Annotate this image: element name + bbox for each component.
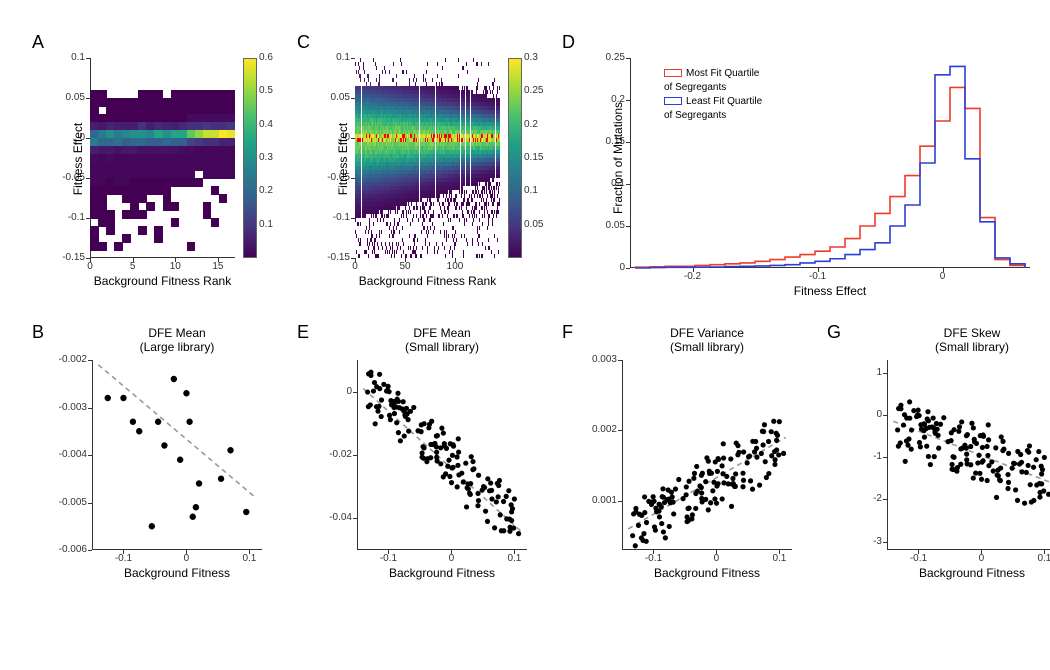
colorbar-tick: 0.05 xyxy=(524,219,543,230)
xtick: 0 xyxy=(966,553,996,564)
panel-label-panelB: B xyxy=(32,322,44,343)
colorbar-tick: 0.1 xyxy=(259,219,273,230)
xtick: 0 xyxy=(701,553,731,564)
xtick: -0.1 xyxy=(903,553,933,564)
xtick: -0.2 xyxy=(678,271,708,282)
xtick: 15 xyxy=(203,261,233,272)
scatter-svg xyxy=(887,360,1050,550)
xtick: 0 xyxy=(436,553,466,564)
xtick: 10 xyxy=(160,261,190,272)
ytick: 0.05 xyxy=(310,92,350,103)
panel-label-panelC: C xyxy=(297,32,310,53)
scatter-svg xyxy=(622,360,792,550)
panel-label-panelG: G xyxy=(827,322,841,343)
ytick: -1 xyxy=(842,451,882,462)
scatter-svg xyxy=(92,360,262,550)
panel-label-panelF: F xyxy=(562,322,573,343)
colorbar-tick: 0.3 xyxy=(524,52,538,63)
xtick: 0.1 xyxy=(764,553,794,564)
heatmap-cells xyxy=(355,58,500,258)
scatter-svg xyxy=(357,360,527,550)
x-axis-label: Background Fitness xyxy=(887,566,1050,580)
panel-G: G DFE Skew(Small library) -0.1 0 0.1 -3 -2 -1 0 1… xyxy=(825,320,1050,600)
x-axis-label: Background Fitness xyxy=(357,566,527,580)
ytick: -0.1 xyxy=(45,212,85,223)
legend: Most Fit Quartileof SegregantsLeast Fit … xyxy=(660,64,766,126)
ytick: 0 xyxy=(585,262,625,273)
xtick: 0.1 xyxy=(234,553,264,564)
xtick: 100 xyxy=(440,261,470,272)
panel-title: DFE Skew(Small library) xyxy=(887,326,1050,354)
x-axis-label: Fitness Effect xyxy=(630,284,1030,298)
panel-F: F DFE Variance(Small library) -0.1 0 0.1 0.00… xyxy=(560,320,820,600)
colorbar-tick: 0.25 xyxy=(524,85,543,96)
ytick: -0.002 xyxy=(47,354,87,365)
ytick: -0.15 xyxy=(45,252,85,263)
ytick: -2 xyxy=(842,493,882,504)
ytick: -3 xyxy=(842,536,882,547)
xtick: -0.1 xyxy=(638,553,668,564)
colorbar-tick: 0.3 xyxy=(259,152,273,163)
x-axis-label: Background Fitness Rank xyxy=(355,274,500,288)
panel-title: DFE Mean(Small library) xyxy=(357,326,527,354)
ytick: 1 xyxy=(842,367,882,378)
ytick: -0.04 xyxy=(312,512,352,523)
xtick: 5 xyxy=(118,261,148,272)
y-axis-label: Fraction of Mutations xyxy=(611,114,625,214)
colorbar xyxy=(243,58,257,258)
colorbar xyxy=(508,58,522,258)
xtick: 0.1 xyxy=(499,553,529,564)
xtick: 0 xyxy=(171,553,201,564)
ytick: 0.003 xyxy=(577,354,617,365)
colorbar-tick: 0.4 xyxy=(259,119,273,130)
panel-label-panelD: D xyxy=(562,32,575,53)
panel-A: A051015-0.15-0.1-0.0500.050.1Background … xyxy=(30,30,290,310)
x-axis-label: Background Fitness xyxy=(622,566,792,580)
x-axis-label: Background Fitness Rank xyxy=(90,274,235,288)
xtick: 0.1 xyxy=(1029,553,1050,564)
ytick: 0 xyxy=(312,386,352,397)
ytick: -0.006 xyxy=(47,544,87,555)
ytick: 0 xyxy=(842,409,882,420)
ytick: -0.005 xyxy=(47,497,87,508)
y-axis-label: Fitness Effect xyxy=(71,109,85,209)
ytick: 0.1 xyxy=(45,52,85,63)
panel-C: C050100-0.15-0.1-0.0500.050.1Background … xyxy=(295,30,555,310)
xtick: 50 xyxy=(390,261,420,272)
xtick: -0.1 xyxy=(373,553,403,564)
ytick: 0.001 xyxy=(577,495,617,506)
ytick: -0.004 xyxy=(47,449,87,460)
colorbar-tick: 0.5 xyxy=(259,85,273,96)
x-axis-label: Background Fitness xyxy=(92,566,262,580)
panel-label-panelA: A xyxy=(32,32,44,53)
figure-grid: A051015-0.15-0.1-0.0500.050.1Background … xyxy=(30,30,1020,600)
ytick: -0.02 xyxy=(312,449,352,460)
xtick: -0.1 xyxy=(803,271,833,282)
panel-E: E DFE Mean(Small library) -0.1 0 0.1 -0.04 -0.… xyxy=(295,320,555,600)
xtick: -0.1 xyxy=(108,553,138,564)
colorbar-tick: 0.2 xyxy=(259,185,273,196)
y-axis-label: Fitness Effect xyxy=(336,109,350,209)
panel-title: DFE Mean(Large library) xyxy=(92,326,262,354)
ytick: 0.05 xyxy=(585,220,625,231)
panel-title: DFE Variance(Small library) xyxy=(622,326,792,354)
colorbar-tick: 0.6 xyxy=(259,52,273,63)
colorbar-tick: 0.15 xyxy=(524,152,543,163)
ytick: -0.15 xyxy=(310,252,350,263)
heatmap-cells xyxy=(90,58,235,258)
xtick: 0 xyxy=(928,271,958,282)
panel-label-panelE: E xyxy=(297,322,309,343)
ytick: -0.003 xyxy=(47,402,87,413)
colorbar-tick: 0.1 xyxy=(524,185,538,196)
ytick: 0.05 xyxy=(45,92,85,103)
ytick: -0.1 xyxy=(310,212,350,223)
panel-B: B DFE Mean(Large library) -0.1 0 0.1 -0.006 -0… xyxy=(30,320,290,600)
ytick: 0.1 xyxy=(310,52,350,63)
ytick: 0.25 xyxy=(585,52,625,63)
ytick: 0.002 xyxy=(577,424,617,435)
panel-D: D-0.2-0.1000.050.10.150.20.25Fitness Eff… xyxy=(560,30,1050,310)
colorbar-tick: 0.2 xyxy=(524,119,538,130)
